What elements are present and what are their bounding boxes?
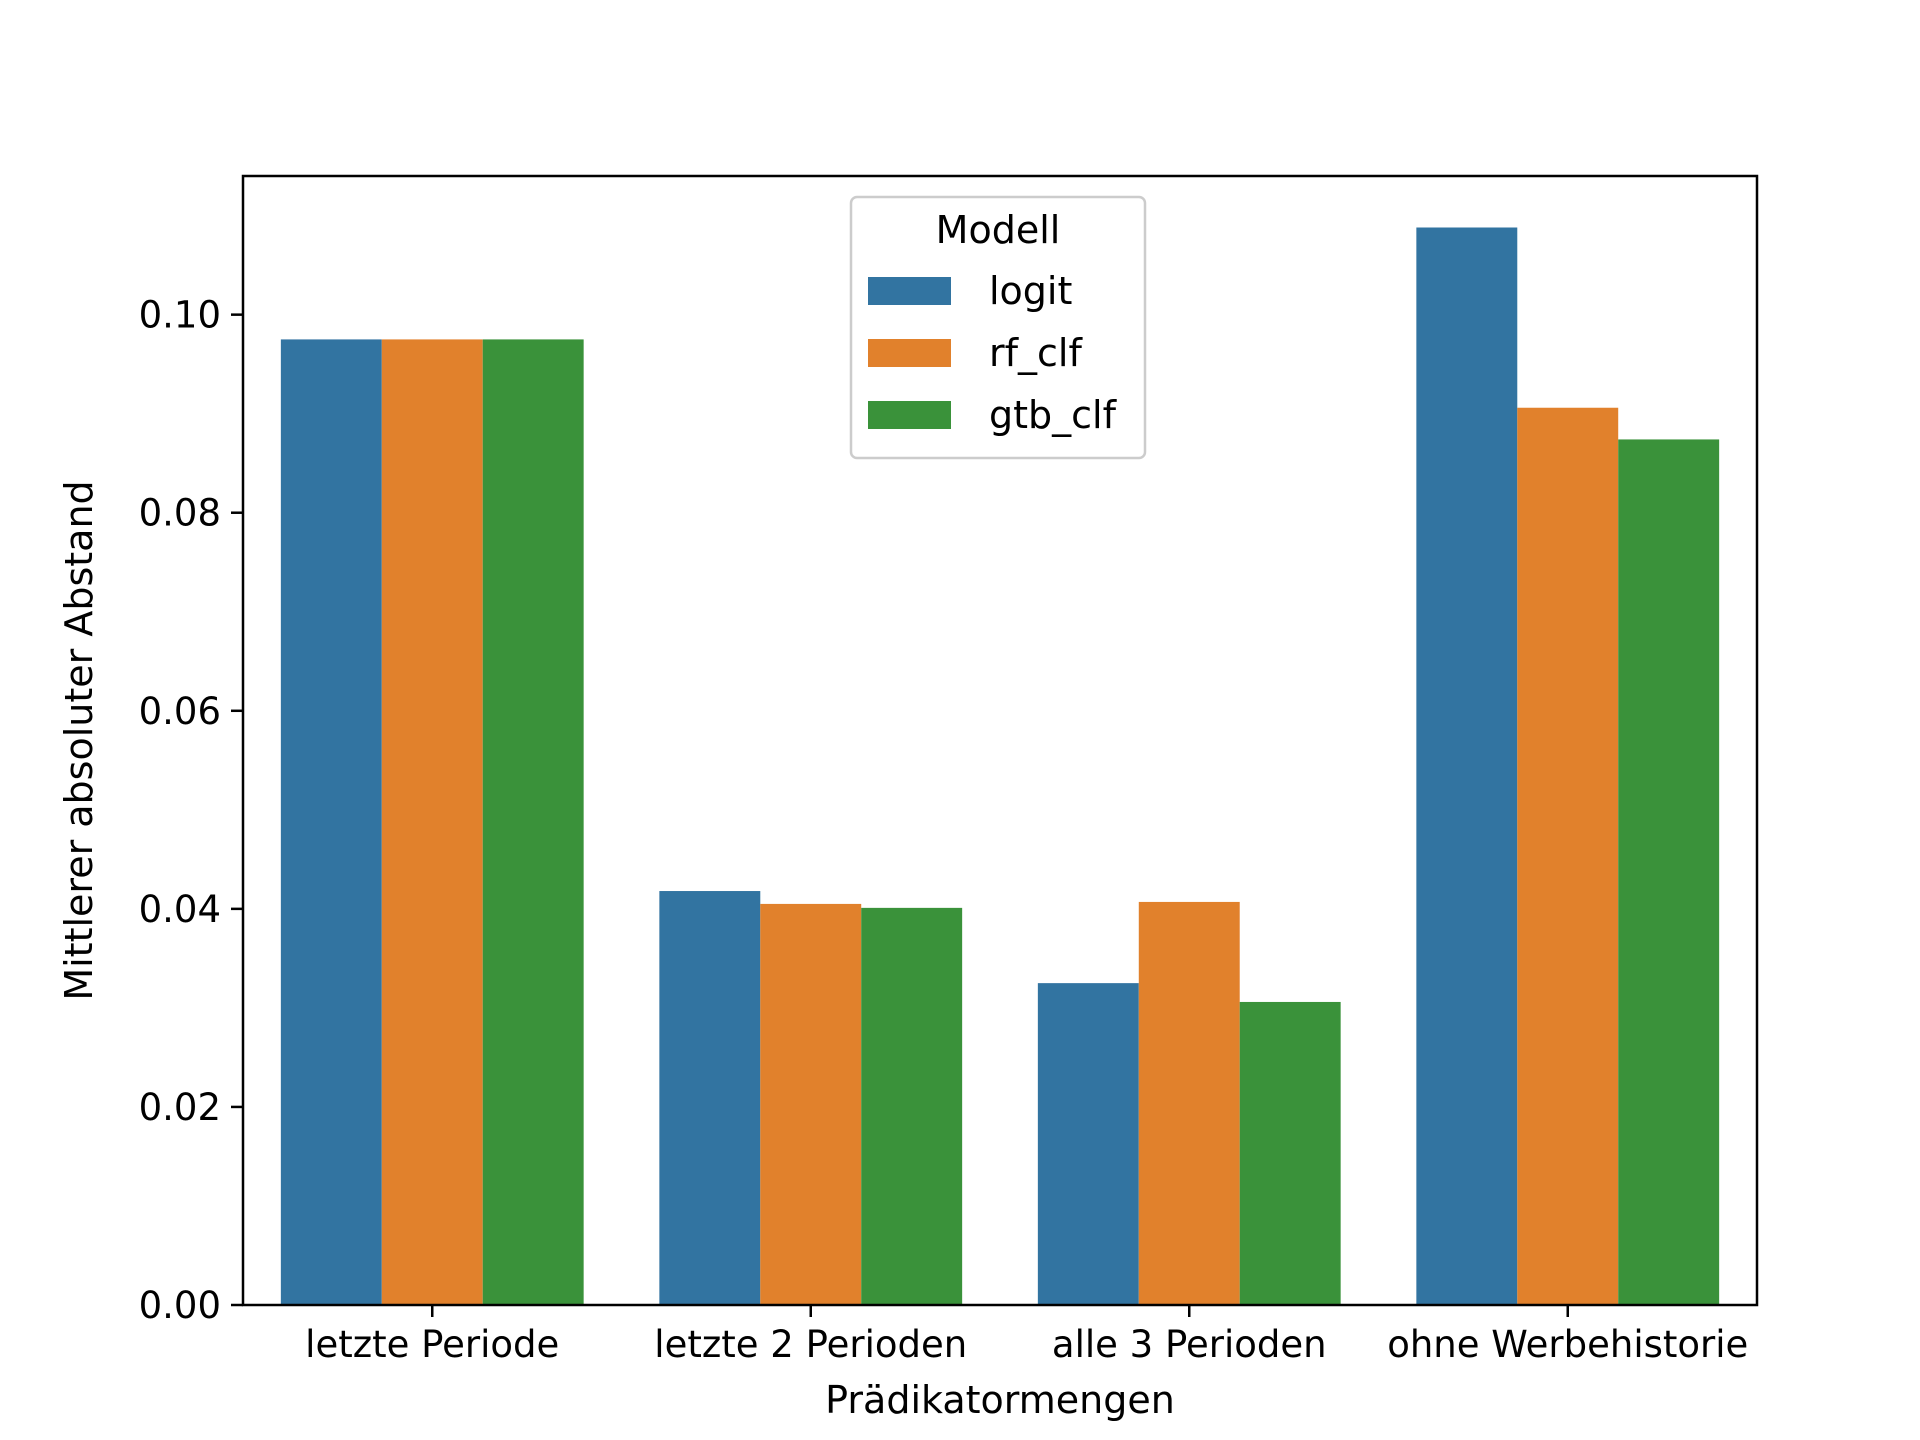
legend-box: [849, 195, 1147, 460]
legend-items: logit rf_clf gtb_clf: [868, 269, 1118, 437]
bar-gtb_clf-1: [482, 339, 584, 1305]
legend-label-gtb_clf: gtb_clf: [989, 393, 1118, 437]
bar-rf_clf-2: [760, 903, 862, 1305]
y-tick-label: 0.08: [139, 492, 221, 535]
legend-label-rf_clf: rf_clf: [989, 331, 1083, 375]
legend-swatch-gtb_clf: [868, 401, 951, 429]
bar-gtb_clf-2: [861, 907, 963, 1305]
legend: Modell logit rf_clf gtb_clf: [849, 195, 1147, 460]
bars-group: [280, 227, 1720, 1306]
y-axis: 0.00 0.02 0.04 0.06 0.08 0.10: [139, 294, 243, 1327]
y-tick-label: 0.00: [139, 1284, 221, 1327]
x-axis: letzte Periode letzte 2 Perioden alle 3 Pe…: [305, 1305, 1748, 1366]
x-axis-title: Prädikatormengen: [825, 1378, 1175, 1422]
bar-rf_clf-3: [1138, 901, 1240, 1305]
bar-gtb_clf-3: [1239, 1001, 1341, 1305]
plot-frame: [241, 174, 1759, 1307]
y-tick-label: 0.06: [139, 690, 221, 733]
bar-logit-2: [659, 891, 761, 1305]
legend-swatch-logit: [868, 277, 951, 305]
legend-label-logit: logit: [989, 269, 1072, 313]
x-tick-label: letzte Periode: [305, 1323, 559, 1366]
bar-logit-3: [1037, 983, 1139, 1305]
x-tick-label: letzte 2 Perioden: [654, 1323, 967, 1366]
legend-swatch-rf_clf: [868, 339, 951, 367]
x-tick-label: ohne Werbehistorie: [1387, 1323, 1748, 1366]
x-tick-label: alle 3 Perioden: [1052, 1323, 1327, 1366]
y-tick-label: 0.04: [139, 888, 221, 931]
bar-rf_clf-1: [381, 339, 483, 1305]
legend-title: Modell: [936, 208, 1061, 252]
y-axis-title: Mittlerer absoluter Abstand: [57, 480, 101, 1000]
y-tick-label: 0.10: [139, 294, 221, 337]
bar-logit-4: [1416, 227, 1518, 1305]
bar-logit-1: [280, 339, 382, 1305]
bar-rf_clf-4: [1517, 407, 1619, 1306]
y-tick-label: 0.02: [139, 1086, 221, 1129]
bar-gtb_clf-4: [1618, 439, 1720, 1305]
